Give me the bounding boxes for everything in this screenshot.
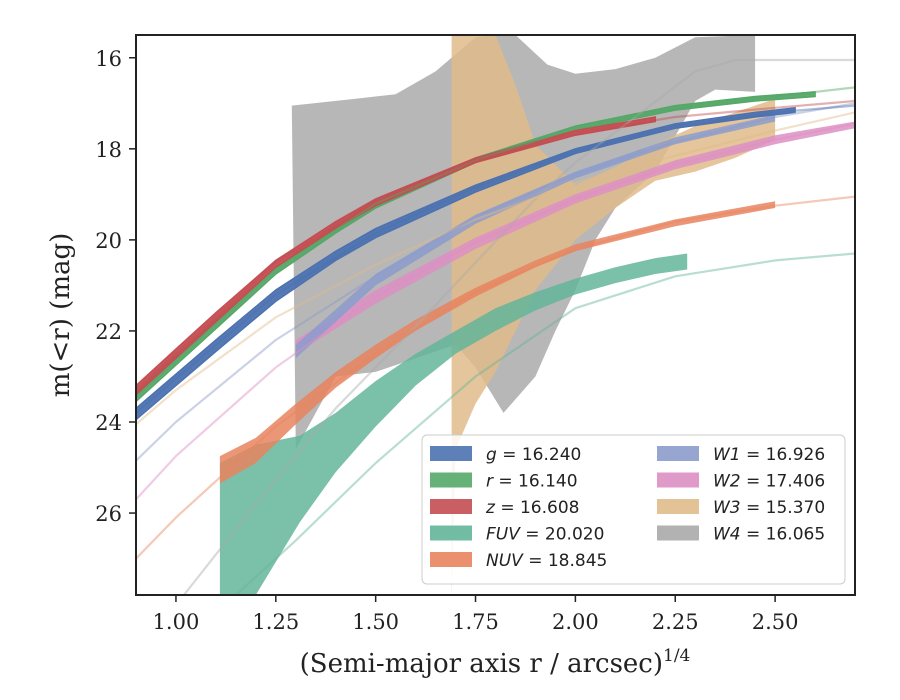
legend-swatch-z xyxy=(430,499,472,514)
legend-swatch-r xyxy=(430,472,472,488)
model-curve-w3 xyxy=(136,111,855,426)
x-tick-label: 1.00 xyxy=(153,610,200,634)
y-axis-title: m(<r) (mag) xyxy=(46,233,76,398)
legend-swatch-g xyxy=(430,446,472,461)
legend: g = 16.240 r = 16.140 z = 16.608 FUV = 20.0… xyxy=(421,434,846,585)
plot-frame xyxy=(135,34,856,596)
model-curve-w4 xyxy=(183,58,855,595)
legend-label-nuv: NUV = 18.845 xyxy=(486,551,607,571)
x-tick-label: 2.50 xyxy=(752,610,799,634)
y-tick-label: 20 xyxy=(95,229,122,253)
x-tick-label: 2.25 xyxy=(652,610,699,634)
legend-label-w1: W1 = 16.926 xyxy=(713,445,825,465)
x-tick-label: 1.25 xyxy=(252,610,299,634)
legend-label-g: g = 16.240 xyxy=(486,445,581,465)
band-g xyxy=(136,106,796,421)
legend-swatch-w1 xyxy=(657,446,699,461)
x-tick-label: 2.00 xyxy=(552,610,599,634)
legend-swatch-w3 xyxy=(657,499,699,514)
model-curve-g xyxy=(136,104,855,414)
legend-label-r: r = 16.140 xyxy=(486,472,578,492)
legend-label-fuv: FUV = 20.020 xyxy=(486,525,604,545)
band-w3 xyxy=(451,35,776,595)
model-curve-w2 xyxy=(136,122,855,501)
legend-label-w3: W3 = 15.370 xyxy=(713,498,825,518)
y-tick-label: 18 xyxy=(95,138,122,162)
model-curve-fuv xyxy=(235,252,855,595)
x-axis-title: (Semi-major axis r / arcsec)1/4 xyxy=(300,646,691,679)
y-tick-label: 26 xyxy=(95,502,122,526)
model-curve-r xyxy=(136,86,855,398)
x-tick-label: 1.75 xyxy=(452,610,499,634)
band-fuv xyxy=(219,253,688,595)
y-tick-label: 16 xyxy=(95,47,122,71)
band-z xyxy=(136,116,657,396)
model-curve-z xyxy=(136,99,855,391)
legend-swatch-nuv xyxy=(430,552,472,567)
y-tick-label: 24 xyxy=(95,411,122,435)
legend-label-w4: W4 = 16.065 xyxy=(713,525,825,545)
legend-swatch-w4 xyxy=(657,525,699,541)
model-curve-nuv xyxy=(136,195,855,560)
legend-swatch-fuv xyxy=(430,525,472,541)
model-curve-w1 xyxy=(136,102,855,462)
legend-label-w2: W2 = 17.406 xyxy=(713,472,825,492)
y-tick-label: 22 xyxy=(95,320,122,344)
x-tick-label: 1.50 xyxy=(352,610,399,634)
legend-swatch-w2 xyxy=(657,472,699,488)
legend-label-z: z = 16.608 xyxy=(485,498,579,518)
